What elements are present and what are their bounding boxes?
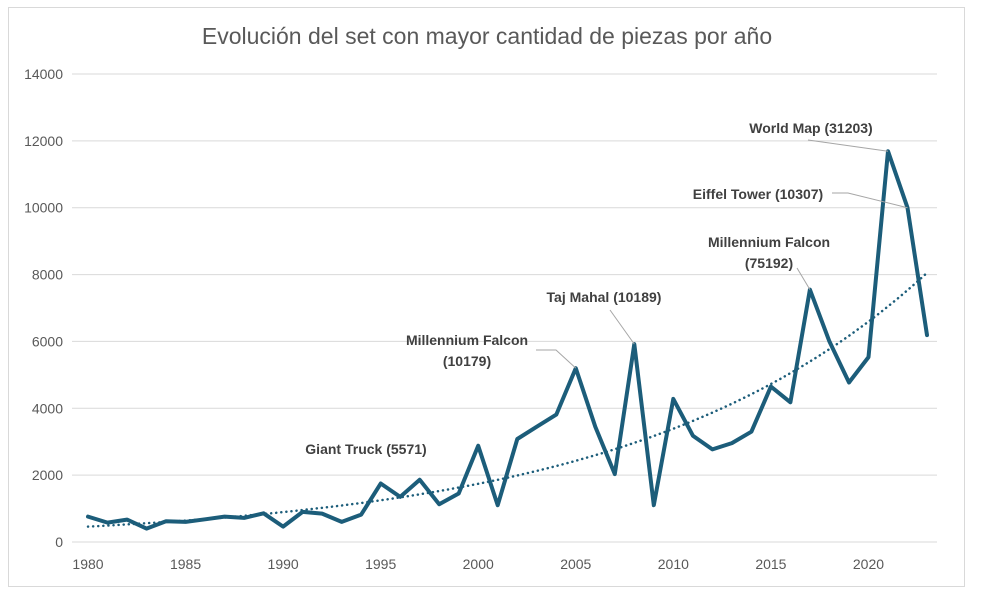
x-tick-label: 2000 xyxy=(463,556,494,572)
x-tick-label: 2005 xyxy=(560,556,591,572)
chart-title: Evolución del set con mayor cantidad de … xyxy=(202,23,772,49)
annotation-line: (10179) xyxy=(443,353,491,369)
annotation-label: Giant Truck (5571) xyxy=(305,441,426,457)
leader-line xyxy=(832,192,908,209)
annotation-line: (75192) xyxy=(745,255,793,271)
x-tick-label: 1995 xyxy=(365,556,396,572)
y-tick-label: 4000 xyxy=(32,400,63,416)
y-tick-label: 2000 xyxy=(32,467,63,483)
series-line xyxy=(86,149,929,531)
leader-line xyxy=(807,139,889,152)
annotation-leaders xyxy=(536,139,908,369)
x-tick-label: 2015 xyxy=(755,556,786,572)
annotation-label: Eiffel Tower (10307) xyxy=(693,186,823,202)
x-tick-label: 1985 xyxy=(170,556,201,572)
leader-line xyxy=(796,267,811,290)
leader-line xyxy=(536,349,577,369)
x-tick-label: 1980 xyxy=(72,556,103,572)
annotation-line: Millennium Falcon xyxy=(406,332,528,348)
annotation-label: Taj Mahal (10189) xyxy=(547,289,662,305)
y-tick-label: 12000 xyxy=(24,133,63,149)
annotation-label: World Map (31203) xyxy=(749,120,872,136)
x-tick-label: 2010 xyxy=(658,556,689,572)
y-tick-label: 8000 xyxy=(32,267,63,283)
y-tick-label: 0 xyxy=(55,534,63,550)
annotation-label: Millennium Falcon (75192) xyxy=(708,234,830,271)
x-axis-ticks: 1980 1985 1990 1995 2000 2005 2010 2015 2020 xyxy=(72,556,884,572)
chart-frame xyxy=(8,7,965,587)
y-axis-ticks: 0 2000 4000 6000 8000 10000 12000 14000 xyxy=(24,66,63,550)
x-tick-label: 2020 xyxy=(853,556,884,572)
data-series xyxy=(86,149,929,531)
annotations: Giant Truck (5571) Millennium Falcon (101… xyxy=(305,120,872,457)
annotation-label: Millennium Falcon (10179) xyxy=(406,332,528,369)
y-tick-label: 10000 xyxy=(24,200,63,216)
y-tick-label: 6000 xyxy=(32,333,63,349)
leader-line xyxy=(609,309,635,345)
y-tick-label: 14000 xyxy=(24,66,63,82)
gridlines xyxy=(72,73,937,543)
x-tick-label: 1990 xyxy=(268,556,299,572)
annotation-line: Millennium Falcon xyxy=(708,234,830,250)
